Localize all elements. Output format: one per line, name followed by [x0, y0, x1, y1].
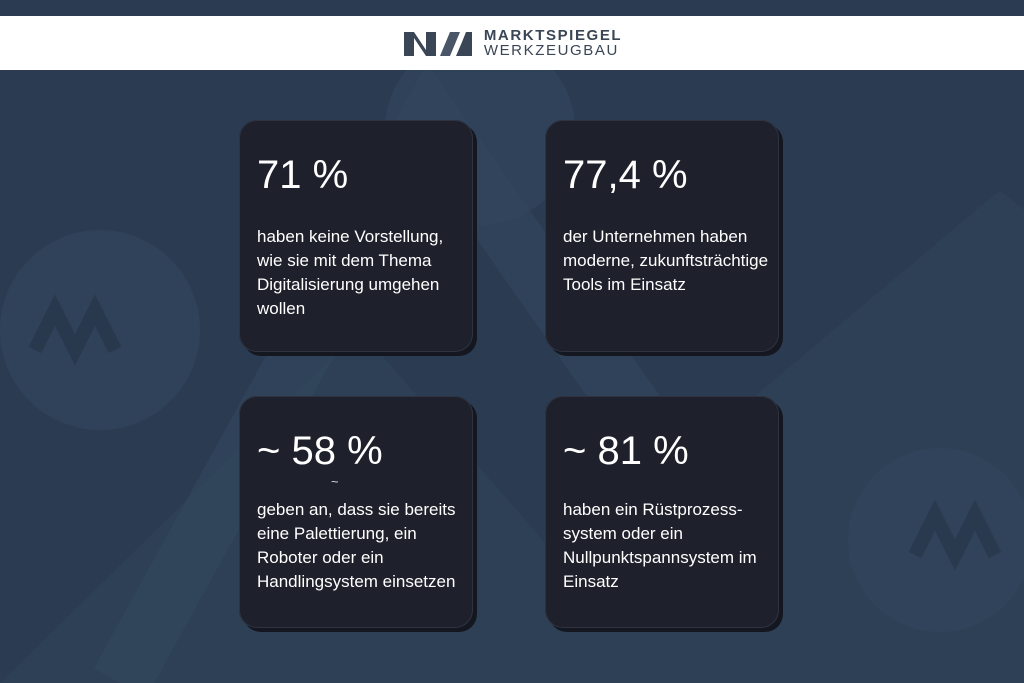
- stat-card-2: 77,4 % der Unternehmen haben moderne, zu…: [545, 120, 779, 352]
- stat-value: 77,4 %: [563, 153, 688, 197]
- marktspiegel-logo-icon: [403, 32, 472, 56]
- stat-value: ~ 81 %: [563, 429, 689, 473]
- stat-description: haben ein Rüstprozess-system oder ein Nu…: [563, 500, 757, 591]
- stat-value: ~ 58 %: [257, 429, 383, 473]
- brand-line-2: WERKZEUGBAU: [483, 42, 619, 59]
- stat-note: ~: [331, 474, 339, 489]
- stat-value: 71 %: [257, 153, 349, 197]
- stat-description: haben keine Vorstellung, wie sie mit dem…: [257, 227, 444, 318]
- stat-card-3: ~ 58 % ~ geben an, dass sie bereits eine…: [239, 396, 473, 628]
- brand-logo[interactable]: MARKTSPIEGEL WERKZEUGBAU: [402, 28, 622, 58]
- stat-card-4: ~ 81 % haben ein Rüstprozess-system oder…: [545, 396, 779, 628]
- stat-card-1: 71 % haben keine Vorstellung, wie sie mi…: [239, 120, 473, 352]
- brand-name: MARKTSPIEGEL WERKZEUGBAU: [484, 28, 622, 58]
- stat-description: geben an, dass sie bereits eine Palettie…: [257, 500, 456, 591]
- brand-line-1: MARKTSPIEGEL: [483, 27, 623, 44]
- stat-description: der Unternehmen haben moderne, zukunftst…: [563, 227, 769, 294]
- header-bar: MARKTSPIEGEL WERKZEUGBAU: [0, 16, 1024, 70]
